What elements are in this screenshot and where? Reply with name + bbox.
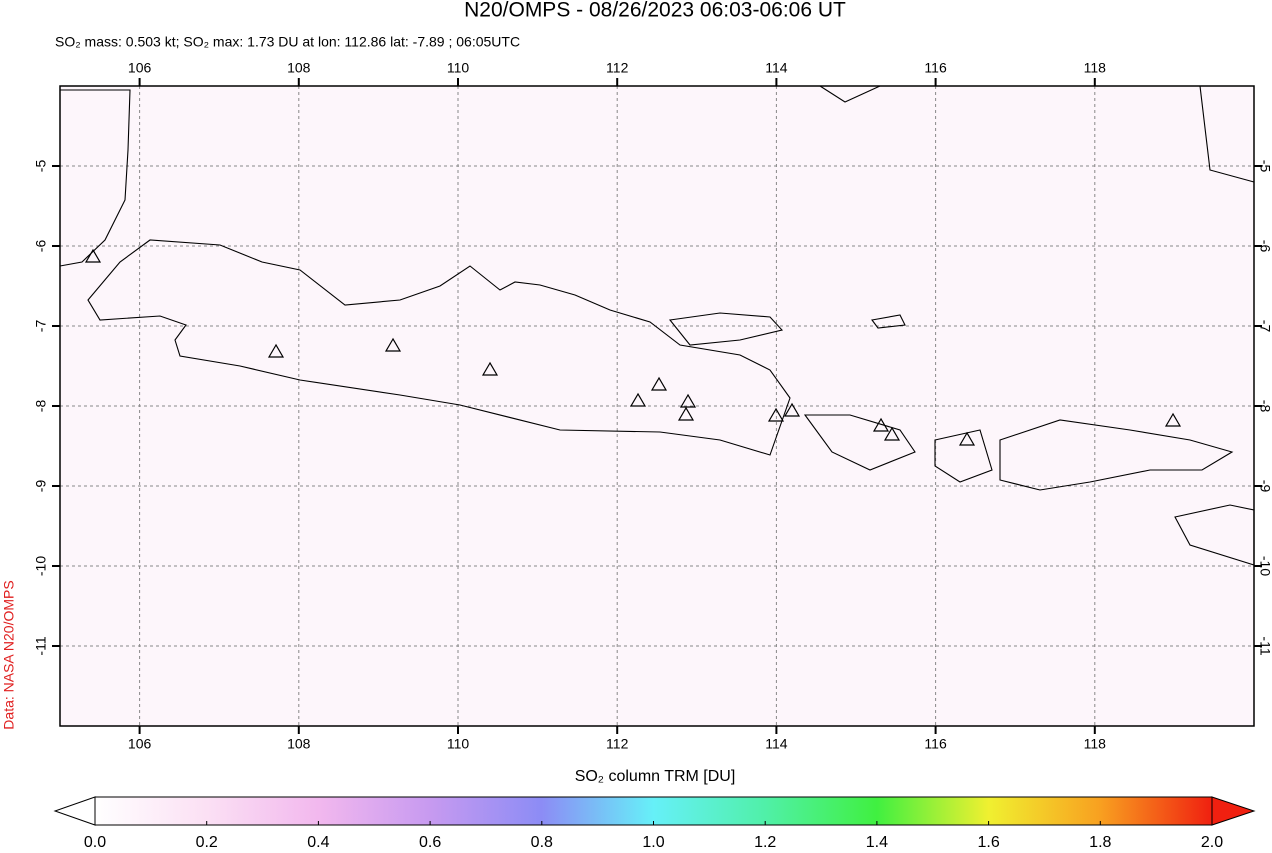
y-tick-label: -6 [1257,240,1272,253]
x-tick-label: 110 [447,60,470,76]
x-tick-label: 112 [606,736,629,752]
y-tick-label: -9 [1257,480,1272,493]
y-tick-label: -7 [1257,320,1272,333]
colorbar-tick-label: 0.8 [531,834,553,851]
coastlines [59,85,1255,566]
y-tick-label: -11 [33,636,49,655]
y-tick-label: -6 [33,240,49,253]
colorbar-label: SO₂ column TRM [DU] [575,768,736,785]
x-tick-label: 118 [1084,60,1107,76]
volcanoes [84,248,1182,446]
colorbar-tick-label: 0.4 [307,834,329,851]
y-tick-label: -10 [33,556,49,576]
x-tick-label: 118 [1084,736,1107,752]
x-tick-label: 116 [924,736,947,752]
y-tick-label: -8 [1257,400,1272,413]
colorbar-tick-label: 0.2 [196,834,218,851]
colorbar-tick-label: 1.4 [866,834,888,851]
x-tick-label: 108 [287,60,311,76]
colorbar-low-arrow [53,796,96,826]
ticks: 106 106 108 108 110 110 112 112 114 114 116 116 118 1… [33,60,1272,752]
colorbar-tick-label: 1.6 [977,834,999,851]
colorbar [94,796,1213,826]
credit: Data: NASA N20/OMPS [1,580,17,729]
x-tick-label: 114 [765,736,788,752]
subtitle: SO₂ mass: 0.503 kt; SO₂ max: 1.73 DU at … [55,34,520,50]
y-tick-label: -11 [1257,636,1272,655]
colorbar-ticks: 0.0 0.2 0.4 0.6 0.8 1.0 1.2 1.4 1.6 1.8 2.0 [84,821,1223,851]
title: N20/OMPS - 08/26/2023 06:03-06:06 UT [464,0,846,22]
colorbar-tick-label: 1.0 [642,834,664,851]
y-tick-label: -7 [33,320,49,333]
x-tick-label: 106 [128,736,152,752]
colorbar-tick-label: 0.0 [84,834,106,851]
grid [60,86,1254,726]
colorbar-high-arrow [1211,796,1256,826]
colorbar-tick-label: 1.2 [754,834,776,851]
y-tick-label: -5 [33,160,49,173]
y-tick-label: -5 [1257,160,1272,173]
x-tick-label: 106 [128,60,152,76]
x-tick-label: 108 [287,736,311,752]
y-tick-label: -10 [1257,556,1272,576]
colorbar-tick-label: 1.8 [1089,834,1111,851]
y-tick-label: -8 [33,400,49,413]
x-tick-label: 114 [765,60,788,76]
colorbar-tick-label: 0.6 [419,834,441,851]
x-tick-label: 112 [606,60,629,76]
x-tick-label: 116 [924,60,947,76]
x-tick-label: 110 [447,736,470,752]
y-tick-label: -9 [33,480,49,493]
colorbar-tick-label: 2.0 [1201,834,1223,851]
